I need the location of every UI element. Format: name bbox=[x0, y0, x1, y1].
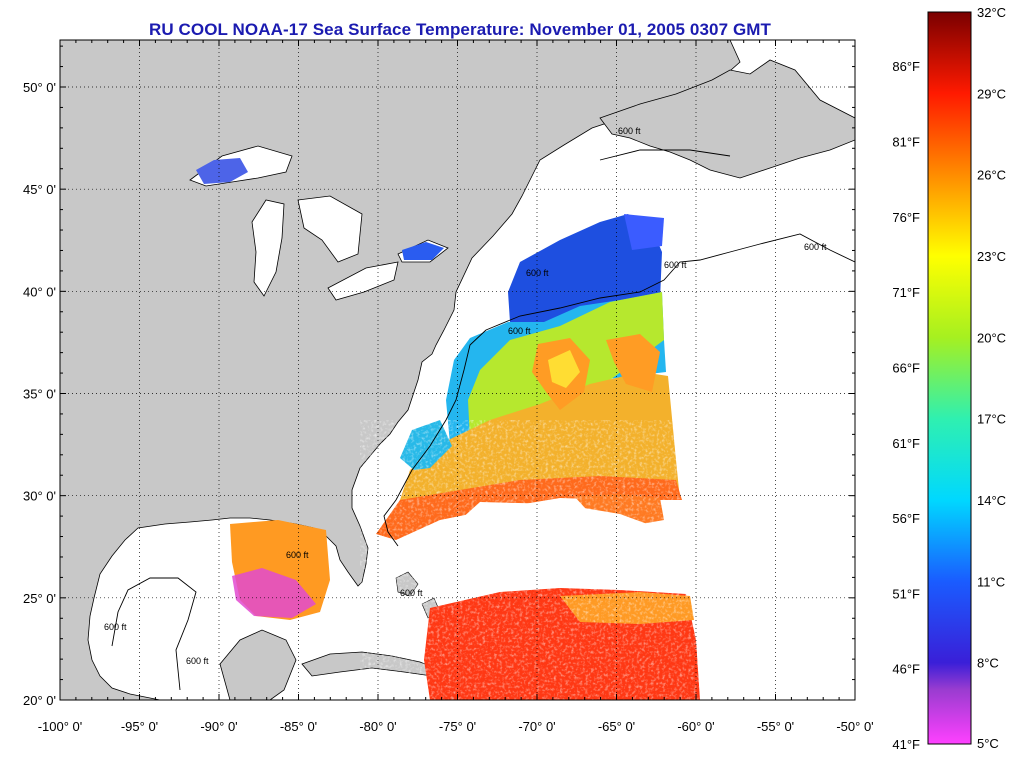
fahrenheit-label: 41°F bbox=[892, 737, 920, 752]
colorbar bbox=[927, 11, 972, 745]
contour-label: 600 ft bbox=[526, 268, 549, 278]
fahrenheit-label: 56°F bbox=[892, 511, 920, 526]
lat-tick-label: 50° 0' bbox=[23, 80, 56, 95]
map-content: 600 ft 600 ft 600 ft 600 ft 600 ft 600 f… bbox=[60, 40, 855, 700]
celsius-label: 11°C bbox=[977, 574, 1005, 589]
cloud-cover bbox=[460, 502, 666, 588]
lon-tick-label: -65° 0' bbox=[598, 719, 635, 734]
lat-tick-label: 30° 0' bbox=[23, 489, 56, 504]
fahrenheit-label: 66°F bbox=[892, 360, 920, 375]
contour-label: 600 ft bbox=[400, 588, 423, 598]
contour-label: 600 ft bbox=[664, 260, 687, 270]
colorbar-labels: 32°C 29°C 26°C 23°C 20°C 17°C 14°C 11°C 8°C 5°C 86… bbox=[892, 5, 1006, 752]
lon-tick-label: -70° 0' bbox=[518, 719, 555, 734]
lon-tick-label: -90° 0' bbox=[200, 719, 237, 734]
fahrenheit-label: 81°F bbox=[892, 135, 920, 150]
celsius-label: 14°C bbox=[977, 493, 1006, 508]
contour-label: 600 ft bbox=[618, 126, 641, 136]
map-title: RU COOL NOAA-17 Sea Surface Temperature:… bbox=[148, 20, 772, 39]
fahrenheit-label: 86°F bbox=[892, 59, 920, 74]
lon-tick-label: -50° 0' bbox=[836, 719, 873, 734]
fahrenheit-label: 76°F bbox=[892, 210, 920, 225]
celsius-label: 23°C bbox=[977, 249, 1006, 264]
fahrenheit-label: 46°F bbox=[892, 662, 920, 677]
lon-tick-label: -75° 0' bbox=[439, 719, 476, 734]
lat-tick-label: 20° 0' bbox=[23, 693, 56, 708]
contour-label: 600 ft bbox=[186, 656, 209, 666]
lon-tick-label: -100° 0' bbox=[38, 719, 83, 734]
lon-tick-label: -60° 0' bbox=[677, 719, 714, 734]
contour-label: 600 ft bbox=[508, 326, 531, 336]
lon-tick-label: -85° 0' bbox=[280, 719, 317, 734]
axis-labels: 50° 0' 45° 0' 40° 0' 35° 0' 30° 0' 25° 0' 20° … bbox=[23, 80, 874, 734]
lat-tick-label: 25° 0' bbox=[23, 591, 56, 606]
celsius-label: 5°C bbox=[977, 736, 999, 751]
contour-label: 600 ft bbox=[804, 242, 827, 252]
fahrenheit-label: 61°F bbox=[892, 436, 920, 451]
contour-label: 600 ft bbox=[286, 550, 309, 560]
celsius-label: 29°C bbox=[977, 86, 1006, 101]
contour-labels: 600 ft 600 ft 600 ft 600 ft 600 ft 600 f… bbox=[104, 126, 827, 666]
celsius-label: 32°C bbox=[977, 5, 1006, 20]
celsius-label: 20°C bbox=[977, 330, 1006, 345]
lat-tick-label: 35° 0' bbox=[23, 386, 56, 401]
celsius-label: 17°C bbox=[977, 412, 1006, 427]
lon-tick-label: -55° 0' bbox=[757, 719, 794, 734]
fahrenheit-label: 51°F bbox=[892, 586, 920, 601]
lat-tick-label: 45° 0' bbox=[23, 182, 56, 197]
graticule bbox=[60, 40, 855, 700]
lake-superior-sst bbox=[196, 158, 248, 184]
lon-tick-label: -95° 0' bbox=[121, 719, 158, 734]
lake-ontario-sst bbox=[402, 242, 444, 260]
fahrenheit-label: 71°F bbox=[892, 285, 920, 300]
axis-ticks bbox=[59, 40, 856, 701]
celsius-label: 26°C bbox=[977, 168, 1006, 183]
bathymetry-contour-600ft bbox=[111, 149, 855, 691]
lon-tick-label: -80° 0' bbox=[359, 719, 396, 734]
celsius-label: 8°C bbox=[977, 656, 999, 671]
contour-label: 600 ft bbox=[104, 622, 127, 632]
lat-tick-label: 40° 0' bbox=[23, 284, 56, 299]
